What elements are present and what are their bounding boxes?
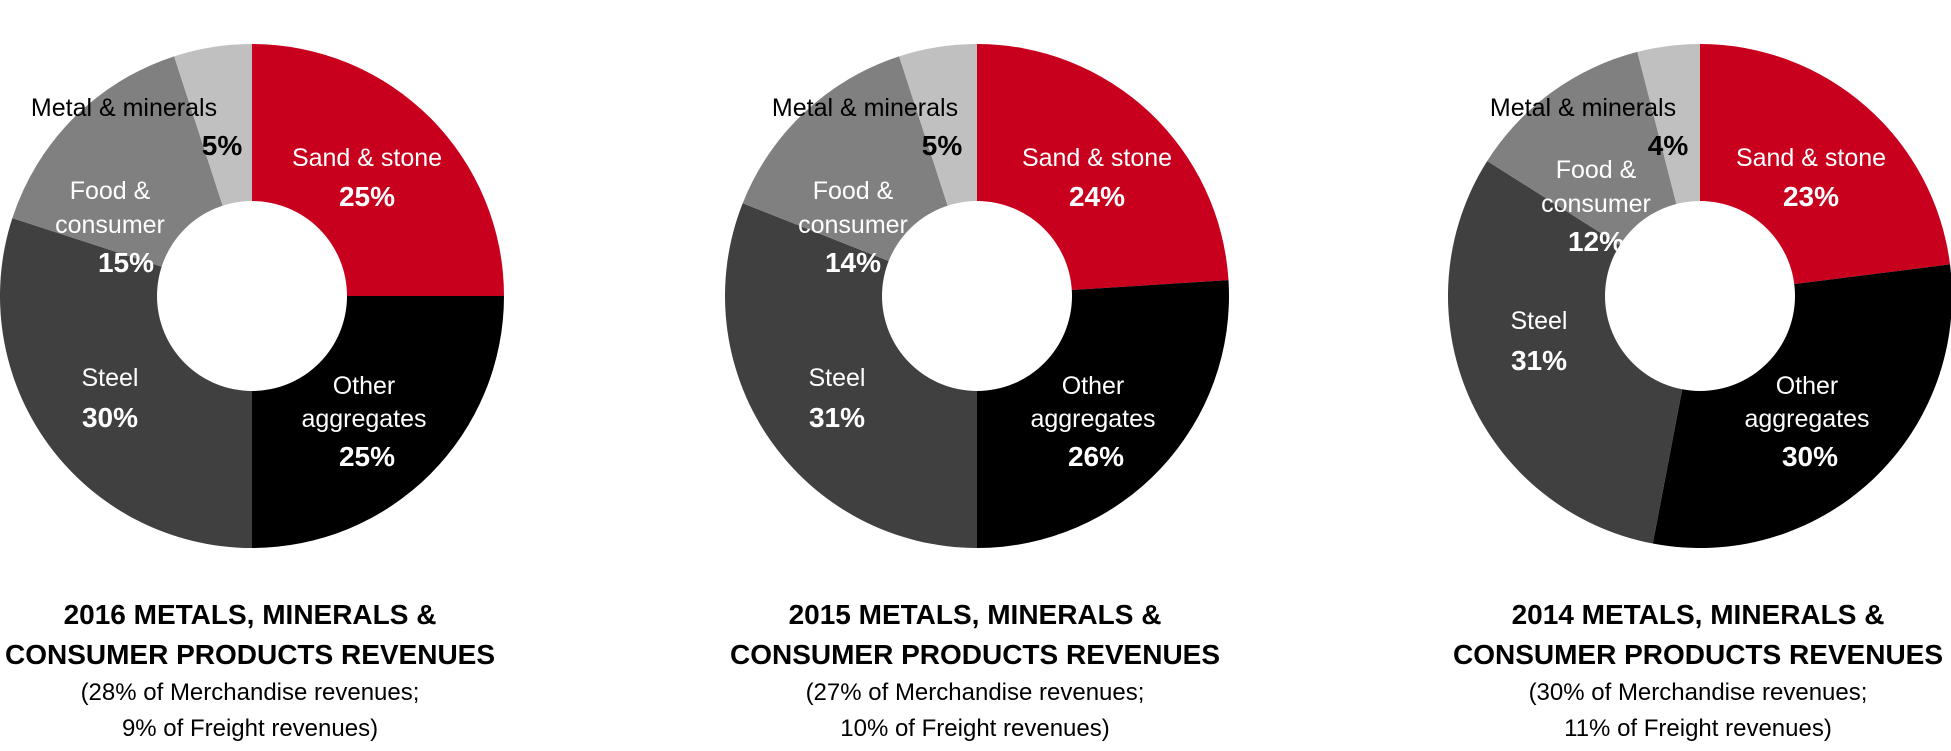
slice-name-label: Metal & minerals <box>31 94 217 122</box>
slice-value-label: 26% <box>1068 441 1124 472</box>
slice-value-label: 5% <box>922 130 963 161</box>
slice-name-label: aggregates <box>301 405 426 433</box>
slice-name-label: consumer <box>55 211 165 239</box>
slice-value-label: 5% <box>202 130 243 161</box>
slice-value-label: 4% <box>1648 130 1689 161</box>
slice-value-label: 31% <box>809 402 865 433</box>
chart-subtitle-line: 10% of Freight revenues) <box>840 715 1109 742</box>
slice-name-label: aggregates <box>1744 405 1869 433</box>
chart-subtitle-line: (30% of Merchandise revenues; <box>1529 679 1868 706</box>
slice-value-label: 15% <box>98 247 154 278</box>
donut-hole <box>882 201 1072 391</box>
slice-name-label: Other <box>333 372 396 400</box>
chart-subtitle-line: (28% of Merchandise revenues; <box>81 679 420 706</box>
slice-value-label: 14% <box>825 247 881 278</box>
slice-name-label: Food & <box>813 177 894 205</box>
slice-name-label: Other <box>1776 372 1839 400</box>
slice-name-label: Steel <box>82 364 139 392</box>
slice-name-label: Food & <box>70 177 151 205</box>
slice-name-label: Metal & minerals <box>1490 94 1676 122</box>
chart-title-line: 2016 METALS, MINERALS & <box>64 599 437 630</box>
slice-name-label: Sand & stone <box>1022 144 1172 172</box>
slice-name-label: consumer <box>1541 190 1651 218</box>
slice-name-label: Steel <box>1511 307 1568 335</box>
donut-hole <box>1605 201 1795 391</box>
chart-title-line: CONSUMER PRODUCTS REVENUES <box>1453 639 1943 670</box>
chart-subtitle-line: 11% of Freight revenues) <box>1564 715 1832 742</box>
chart-subtitle-line: 9% of Freight revenues) <box>122 715 378 742</box>
slice-value-label: 23% <box>1783 181 1839 212</box>
slice-value-label: 30% <box>1782 441 1838 472</box>
chart-title-line: CONSUMER PRODUCTS REVENUES <box>730 639 1220 670</box>
slice-name-label: Food & <box>1556 156 1637 184</box>
slice-value-label: 25% <box>339 181 395 212</box>
slice-name-label: Metal & minerals <box>772 94 958 122</box>
slice-name-label: Steel <box>809 364 866 392</box>
slice-value-label: 24% <box>1069 181 1125 212</box>
slice-name-label: consumer <box>798 211 908 239</box>
chart-title-line: 2014 METALS, MINERALS & <box>1512 599 1885 630</box>
donut-hole <box>157 201 347 391</box>
chart-subtitle-line: (27% of Merchandise revenues; <box>806 679 1145 706</box>
slice-value-label: 25% <box>339 441 395 472</box>
slice-name-label: Sand & stone <box>292 144 442 172</box>
donut-chart-2: Sand & stone 23% Other aggregates 30% Steel 31… <box>1447 44 1951 742</box>
chart-title-line: 2015 METALS, MINERALS & <box>789 599 1162 630</box>
chart-title-line: CONSUMER PRODUCTS REVENUES <box>5 639 495 670</box>
slice-name-label: aggregates <box>1030 405 1155 433</box>
donut-chart-0: Sand & stone 25% Other aggregates 25% Steel 30… <box>0 44 504 742</box>
donut-chart-1: Sand & stone 24% Other aggregates 26% Steel 31… <box>725 44 1229 742</box>
slice-value-label: 12% <box>1568 226 1624 257</box>
slice-value-label: 31% <box>1511 345 1567 376</box>
slice-name-label: Other <box>1062 372 1125 400</box>
slice-name-label: Sand & stone <box>1736 144 1886 172</box>
slice-value-label: 30% <box>82 402 138 433</box>
